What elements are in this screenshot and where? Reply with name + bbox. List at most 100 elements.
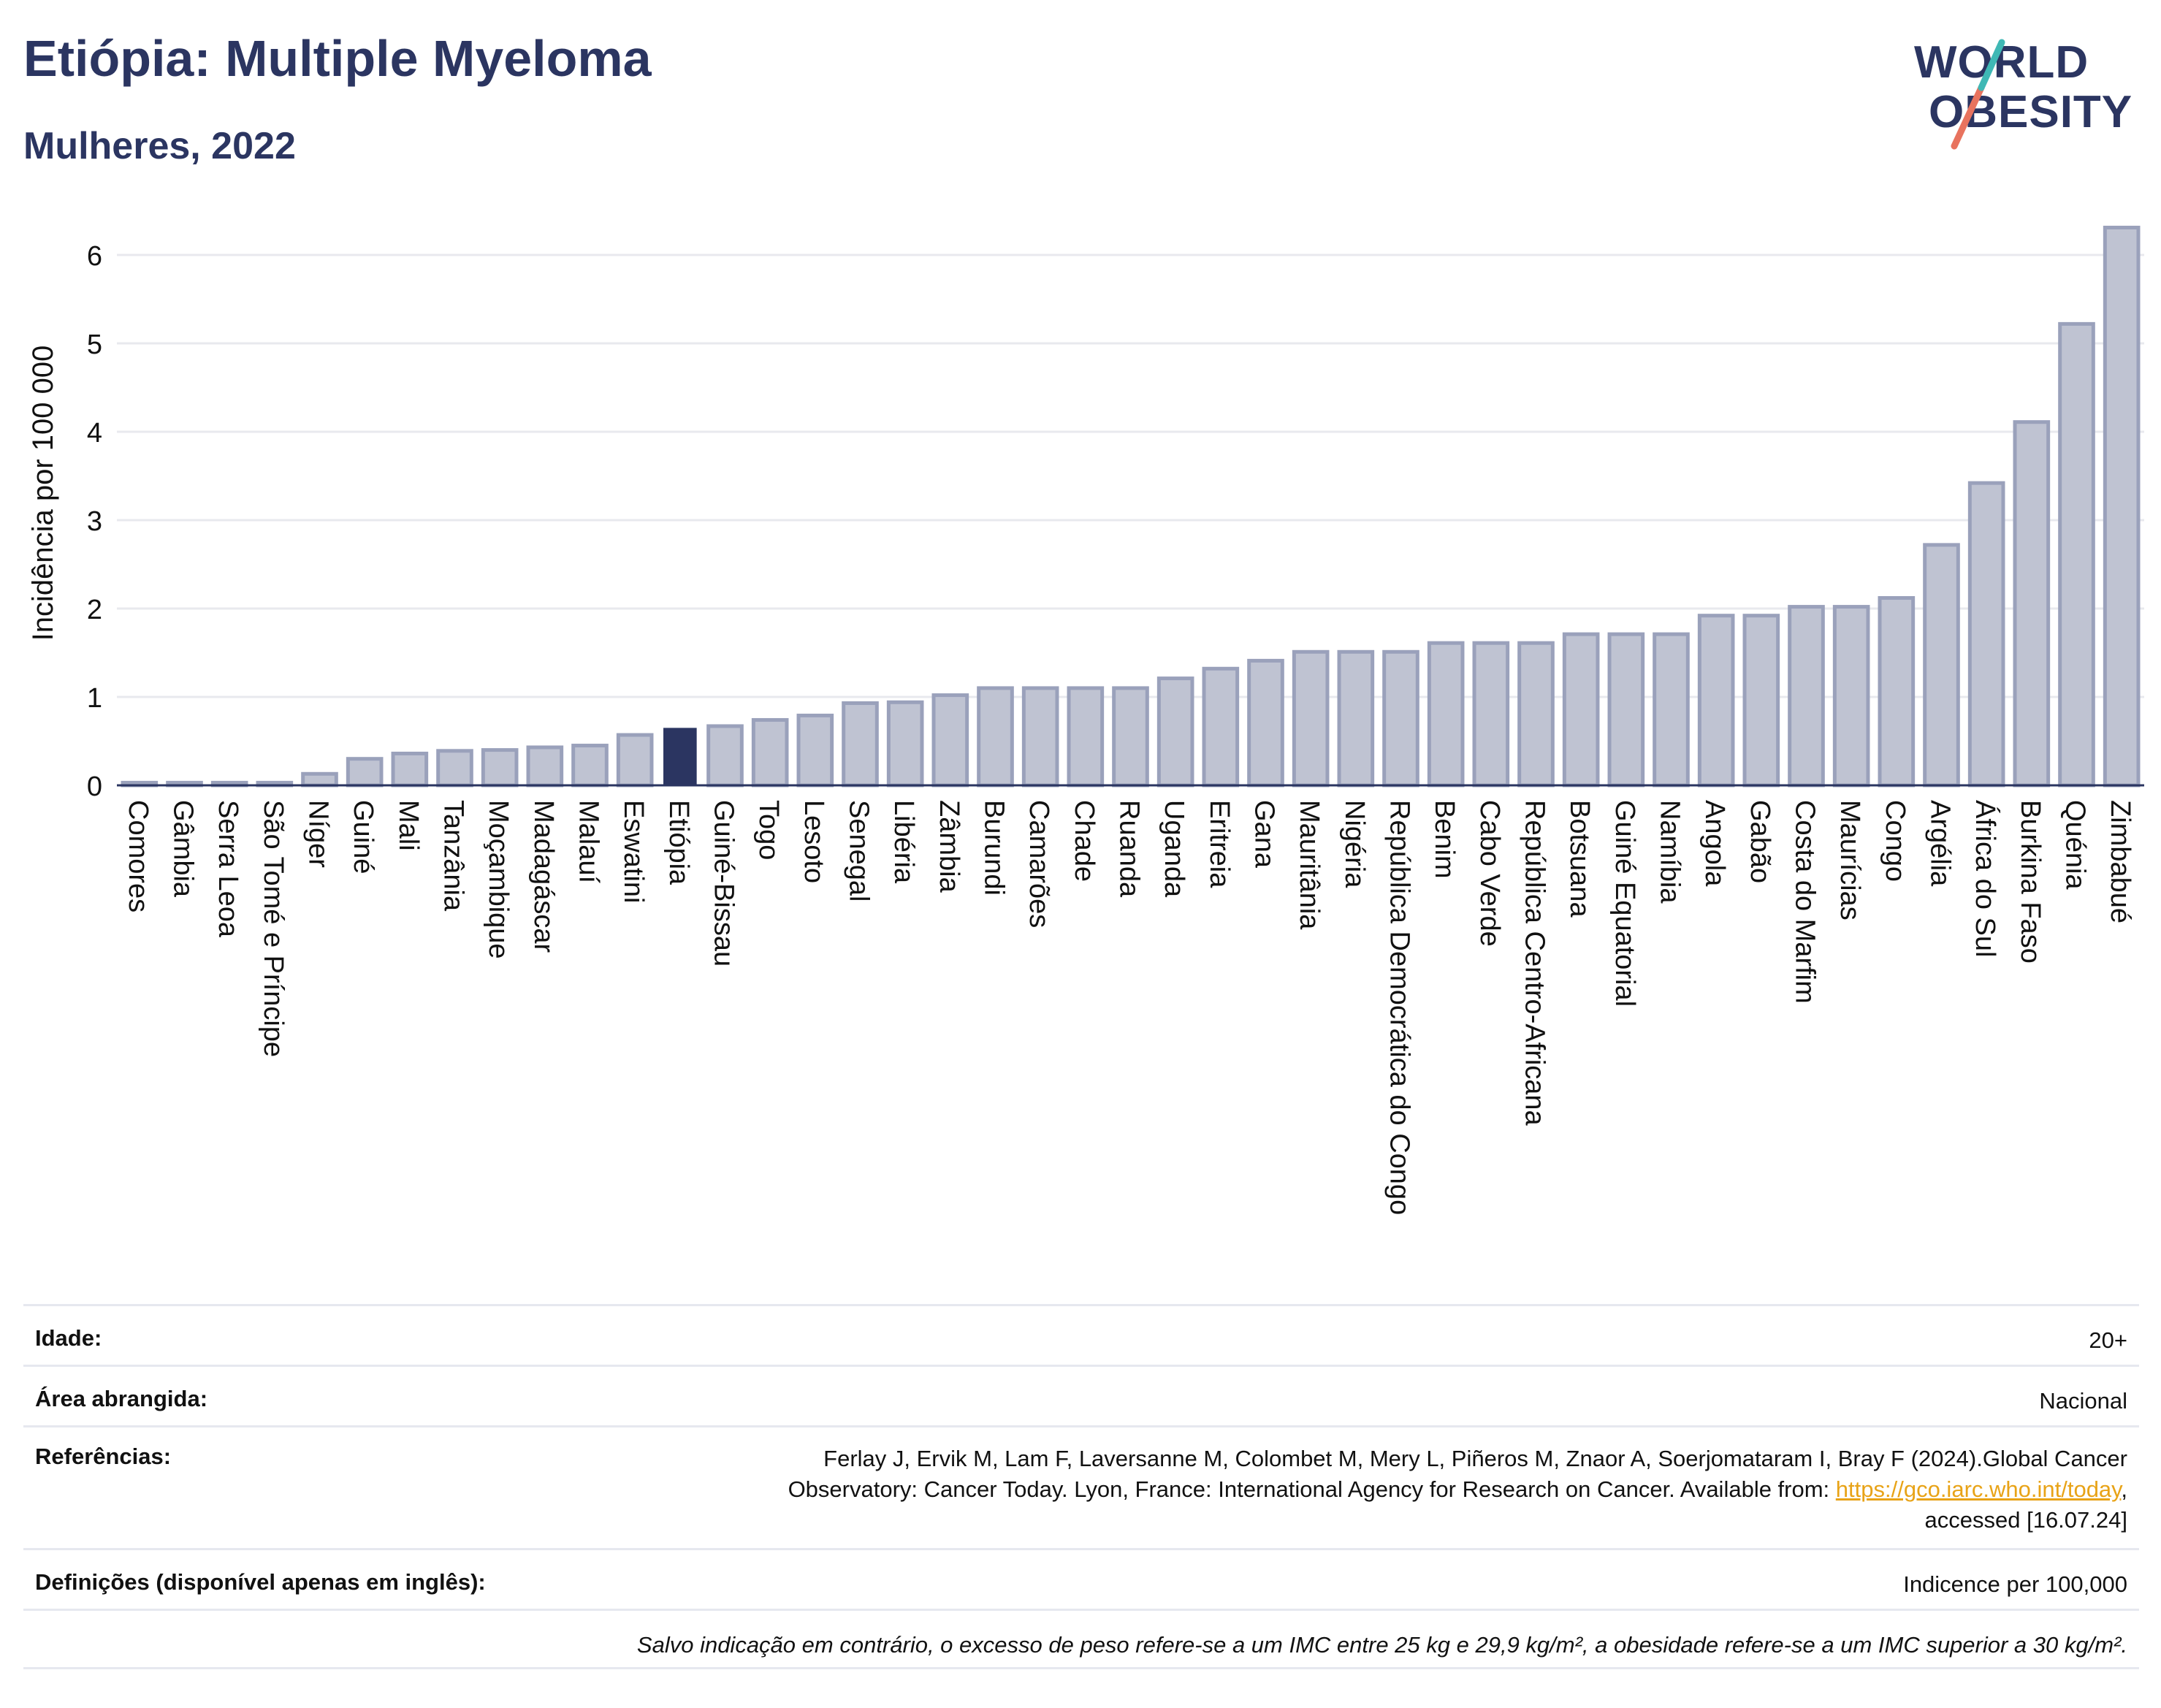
x-tick-label: Zimbabué	[2105, 800, 2135, 923]
references-label: Referências:	[35, 1444, 172, 1469]
world-obesity-logo: WORLD OBESITY	[1899, 29, 2148, 153]
bar	[526, 745, 564, 788]
bar	[1337, 649, 1375, 788]
bar	[391, 751, 429, 788]
bar	[1382, 649, 1419, 788]
page-title: Etiópia: Multiple Myeloma	[23, 30, 652, 87]
references-line-2-end: ,	[2121, 1476, 2127, 1502]
bar	[1202, 666, 1240, 788]
x-tick-label: Libéria	[888, 800, 919, 884]
area-label: Área abrangida:	[35, 1386, 208, 1411]
age-label: Idade:	[35, 1325, 102, 1351]
bar	[1112, 686, 1149, 788]
bar	[1832, 605, 1870, 788]
bar	[481, 748, 519, 788]
y-axis-label: Incidência por 100 000	[27, 346, 59, 641]
y-tick-label: 5	[87, 329, 102, 360]
x-tick-label: Ruanda	[1114, 800, 1145, 898]
x-tick-label: Togo	[753, 800, 784, 860]
references-line-1: Ferlay J, Ervik M, Lam F, Laversanne M, …	[823, 1446, 2127, 1471]
meta-row-definitions: Definições (disponível apenas em inglês)…	[23, 1548, 2139, 1609]
bar	[1472, 641, 1510, 788]
y-tick-label: 4	[87, 418, 102, 449]
x-tick-label: África do Sul	[1970, 800, 2001, 957]
x-tick-label: Burundi	[979, 800, 1010, 896]
x-tick-label: Chade	[1069, 800, 1099, 882]
bar	[1923, 543, 1960, 788]
x-tick-label: Guiné Equatorial	[1609, 800, 1640, 1007]
x-tick-label: Etiópia	[663, 800, 694, 885]
definitions-label: Definições (disponível apenas em inglês)…	[35, 1569, 486, 1595]
bar	[977, 686, 1014, 788]
bar	[436, 749, 473, 788]
bar	[346, 757, 384, 788]
bar	[1067, 686, 1105, 788]
bar	[842, 701, 879, 788]
bar	[1967, 481, 2005, 788]
x-tick-label: Mauritânia	[1294, 800, 1325, 930]
metadata-table: Idade: 20+ Área abrangida: Nacional Refe…	[23, 1304, 2139, 1669]
references-line-3: accessed [16.07.24]	[1924, 1507, 2127, 1533]
x-tick-label: Uganda	[1159, 800, 1189, 898]
x-tick-label: Mali	[393, 800, 424, 851]
x-tick-label: Gâmbia	[168, 800, 199, 898]
x-tick-label: Benim	[1429, 800, 1460, 879]
age-value: 20+	[2089, 1327, 2127, 1353]
y-tick-label: 1	[87, 683, 102, 714]
references-value: Ferlay J, Ervik M, Lam F, Laversanne M, …	[788, 1444, 2127, 1548]
bar	[1427, 641, 1465, 788]
x-tick-label: Guiné	[348, 800, 378, 874]
y-tick-label: 0	[87, 771, 102, 802]
x-tick-label: São Tomé e Príncipe	[258, 800, 289, 1057]
x-tick-label: Nigéria	[1339, 800, 1370, 888]
area-value: Nacional	[2039, 1388, 2127, 1414]
bar	[1156, 676, 1194, 788]
bar	[2103, 225, 2141, 788]
y-axis-ticks: 0 1 2 3 4 5 6	[87, 241, 102, 802]
meta-row-note: Salvo indicação em contrário, o excesso …	[23, 1609, 2139, 1669]
bar	[2058, 321, 2095, 788]
x-tick-label: Angola	[1699, 800, 1730, 887]
x-tick-label: Lesoto	[799, 800, 829, 883]
meta-row-references: Referências: Ferlay J, Ervik M, Lam F, L…	[23, 1425, 2139, 1548]
x-axis-labels: Comores Gâmbia Serra Leoa São Tomé e Prínci…	[123, 800, 2135, 1215]
bar	[301, 771, 338, 788]
bar	[886, 700, 924, 788]
meta-row-area: Área abrangida: Nacional	[23, 1365, 2139, 1425]
x-tick-label: Costa do Marfim	[1790, 800, 1821, 1004]
x-tick-label: Eswatini	[618, 800, 649, 904]
x-tick-label: Eritreia	[1204, 800, 1235, 888]
bar	[1788, 605, 1825, 788]
bar	[1562, 632, 1600, 788]
x-tick-label: Tanzânia	[438, 800, 469, 912]
x-tick-label: Camarões	[1024, 800, 1054, 928]
x-tick-label: Quénia	[2060, 800, 2091, 890]
bar	[1247, 658, 1284, 788]
x-tick-label: Congo	[1880, 800, 1910, 882]
bar	[1292, 649, 1330, 788]
definitions-value: Indicence per 100,000	[1903, 1571, 2127, 1597]
obesity-definition-note: Salvo indicação em contrário, o excesso …	[636, 1632, 2127, 1658]
x-tick-label: República Democrática do Congo	[1384, 800, 1415, 1215]
bar	[931, 693, 969, 788]
y-tick-label: 2	[87, 595, 102, 625]
chart-bars	[117, 225, 2144, 788]
references-link[interactable]: https://gco.iarc.who.int/today	[1835, 1476, 2122, 1502]
x-tick-label: Comores	[123, 800, 153, 912]
page-subtitle: Mulheres, 2022	[23, 125, 296, 167]
bar	[1607, 632, 1645, 788]
x-tick-label: Gana	[1249, 800, 1280, 869]
x-tick-label: Moçambique	[483, 800, 514, 959]
bar	[1878, 595, 1916, 788]
references-line-2: Observatory: Cancer Today. Lyon, France:…	[788, 1476, 1836, 1502]
meta-row-age: Idade: 20+	[23, 1304, 2139, 1365]
bar	[1697, 614, 1735, 788]
bar	[1742, 614, 1780, 788]
x-tick-label: Guiné-Bissau	[709, 800, 739, 967]
x-tick-label: República Centro-Africana	[1520, 800, 1550, 1126]
x-tick-label: Namíbia	[1655, 800, 1685, 904]
bar	[663, 728, 697, 785]
bar	[571, 744, 609, 788]
x-tick-label: Níger	[303, 800, 334, 868]
bar	[2013, 420, 2051, 788]
